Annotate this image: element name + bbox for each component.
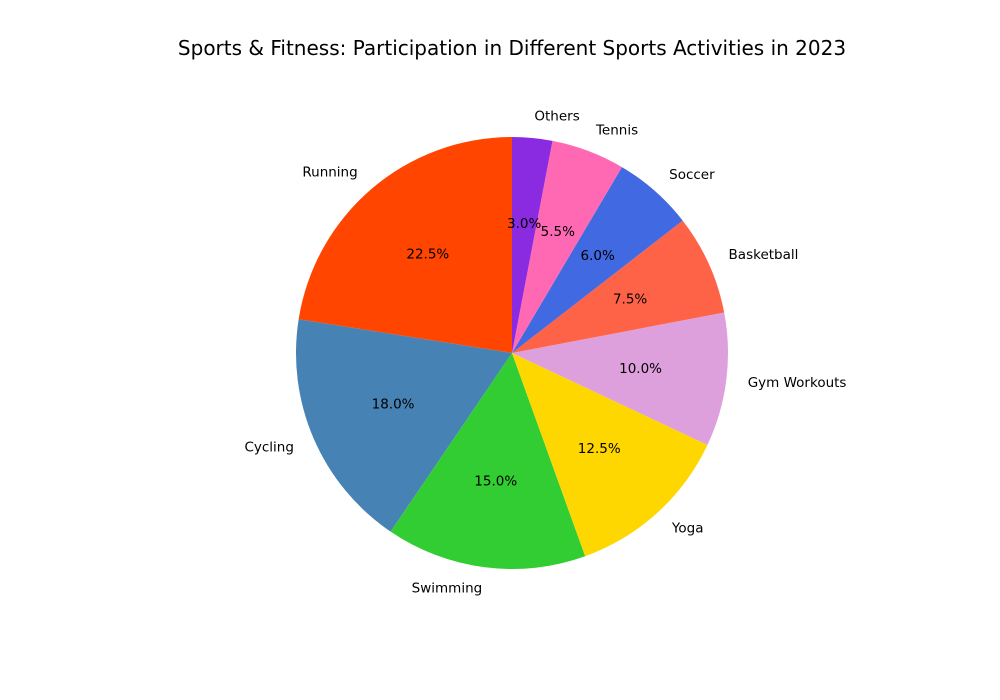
percent-labels: 22.5% 18.0% 15.0% 12.5% 10.0% 7.5% 6.0% 5.5%3.0… xyxy=(372,216,663,490)
slice-label-swimming: Swimming xyxy=(412,581,483,597)
chart-title: Sports & Fitness: Participation in Diffe… xyxy=(178,36,846,60)
pie-slice-others xyxy=(512,137,553,353)
slice-label-tennis: Tennis xyxy=(595,123,638,139)
slice-label-soccer: Soccer xyxy=(669,167,715,183)
percent-label-basketball: 7.5% xyxy=(613,292,647,308)
percent-label-yoga: 12.5% xyxy=(578,441,621,457)
pie-slice-gym-workouts xyxy=(512,312,729,445)
pie-slice-tennis xyxy=(512,140,622,353)
pie-slice-cycling xyxy=(296,319,512,532)
pie-slices xyxy=(296,137,729,569)
slice-label-cycling: Cycling xyxy=(244,439,293,455)
percent-label-soccer: 6.0% xyxy=(581,248,615,264)
pie-slice-swimming xyxy=(390,353,586,569)
slice-label-running: Running xyxy=(302,164,357,180)
slice-label-yoga: Yoga xyxy=(671,521,704,537)
slice-label-basketball: Basketball xyxy=(729,247,799,263)
percent-label-swimming: 15.0% xyxy=(474,474,517,490)
pie-slice-basketball xyxy=(512,220,725,353)
percent-label-gym-workouts: 10.0% xyxy=(619,361,662,377)
percent-label-cycling: 18.0% xyxy=(372,396,415,412)
slice-label-others: Others xyxy=(534,108,579,124)
pie-slice-yoga xyxy=(512,353,708,557)
pie-slice-soccer xyxy=(512,167,683,353)
slice-labels: Running Cycling Swimming Yoga Gym Workouts Ba… xyxy=(244,108,846,596)
percent-label-running: 22.5% xyxy=(406,246,449,262)
percent-label-tennis: 5.5% xyxy=(541,224,575,240)
percent-label-others: 3.0% xyxy=(507,216,541,232)
slice-label-gym-workouts: Gym Workouts xyxy=(748,375,847,391)
pie-slice-running xyxy=(298,137,512,353)
